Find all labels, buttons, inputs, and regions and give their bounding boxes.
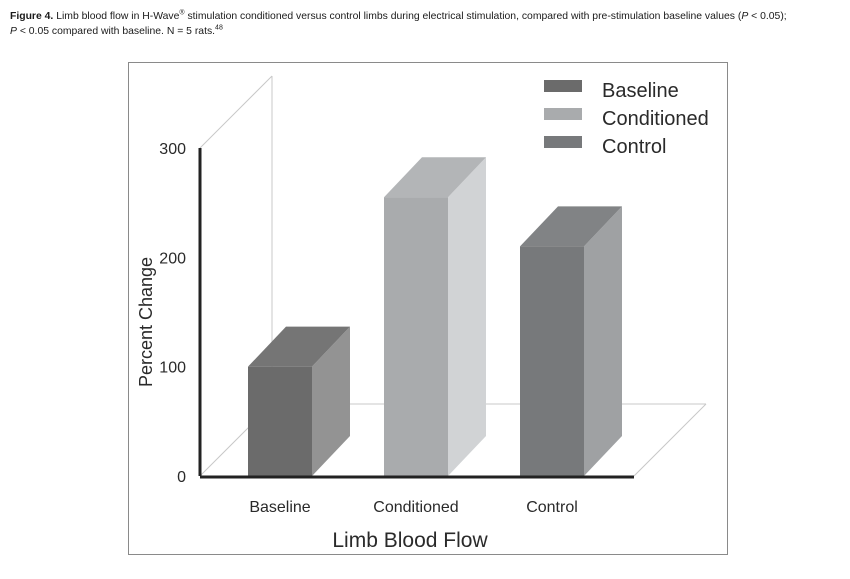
caption-registered-mark: ® [179,9,185,17]
caption-reference: 48 [215,24,223,32]
legend-entry-control: Control [544,136,666,158]
bar-side [584,206,622,476]
caption-p-symbol-1: P [741,11,749,22]
x-tick-label: Conditioned [373,499,458,516]
y-tick-label: 0 [177,469,186,486]
x-axis-label: Limb Blood Flow [332,529,488,552]
y-tick-label: 300 [159,141,186,158]
caption-text-4: < 0.05 compared with baseline. N = 5 rat… [16,26,216,37]
y-axis-label: Percent Change [136,257,156,387]
legend-label: Control [602,136,666,158]
bar-front [248,366,312,476]
legend-entry-conditioned: Conditioned [544,108,709,130]
caption-p-symbol-2: P [10,26,17,37]
y-tick-label: 100 [159,360,186,377]
legend-swatch [544,136,582,148]
legend-entry-baseline: Baseline [544,80,679,102]
bar-front [384,197,448,476]
bars-group [248,157,622,476]
bar-top [384,157,486,198]
x-tick-label: Control [526,499,578,516]
bar-top [248,326,350,367]
bar-side [448,157,486,476]
caption-text-1: Limb blood flow in H-Wave [53,11,180,22]
bar-side [312,326,350,476]
legend: Baseline Conditioned Control [544,80,709,158]
y-axis: 0 100 200 300 [159,141,202,486]
bar-conditioned [384,157,486,476]
bar-baseline [248,326,350,476]
legend-label: Baseline [602,80,679,102]
figure-caption: Figure 4. Limb blood flow in H-Wave® sti… [10,9,842,39]
y-tick-label: 200 [159,250,186,267]
legend-swatch [544,108,582,120]
caption-text-3: < 0.05); [748,11,787,22]
legend-label: Conditioned [602,108,709,130]
bar-control [520,206,622,476]
x-tick-labels: Baseline Conditioned Control [249,499,577,516]
caption-text-2: stimulation conditioned versus control l… [184,11,742,22]
legend-swatch [544,80,582,92]
bar-top [520,206,622,247]
x-tick-label: Baseline [249,499,310,516]
caption-label: Figure 4. [10,11,54,22]
bar-front [520,246,584,476]
